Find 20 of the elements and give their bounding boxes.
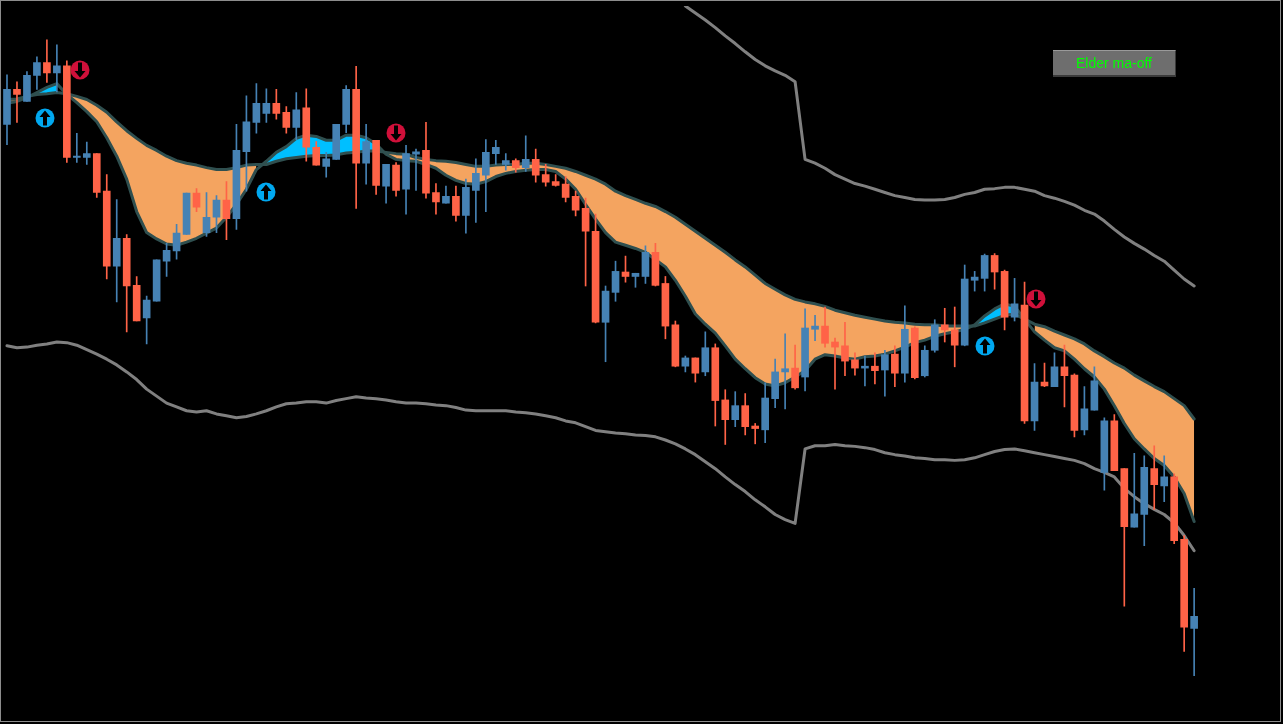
candlestick [871, 352, 879, 385]
candlestick [781, 333, 789, 410]
candlestick [1130, 453, 1139, 528]
candlestick [811, 314, 819, 342]
candlestick [831, 337, 839, 390]
candlestick [1150, 445, 1159, 510]
candlestick [412, 148, 420, 191]
annotation: Elder ma-off [1076, 55, 1152, 71]
candlestick [73, 132, 81, 163]
candlestick [751, 423, 760, 445]
candlestick [940, 307, 949, 343]
candlestick [521, 135, 530, 172]
toggle-button[interactable]: Elder ma-off [1053, 50, 1176, 77]
candlestick [82, 141, 91, 165]
candlestick [53, 44, 61, 93]
candlestick [1160, 455, 1169, 503]
candlestick [13, 81, 21, 123]
candlestick [1190, 587, 1198, 677]
candlestick [501, 153, 510, 171]
candlestick [43, 39, 51, 83]
